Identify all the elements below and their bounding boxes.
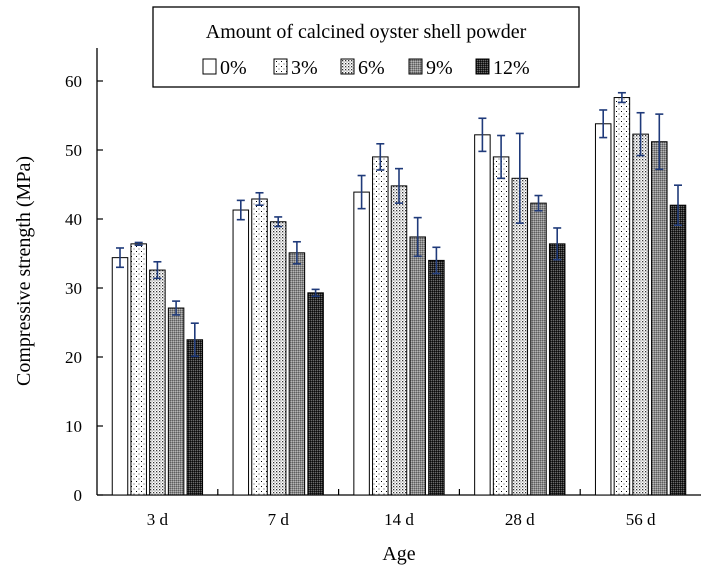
bar-series bbox=[111, 91, 687, 496]
error-bar bbox=[534, 194, 543, 212]
x-tick-label: 28 d bbox=[505, 510, 535, 529]
legend-label: 12% bbox=[493, 57, 530, 79]
x-tick-label: 3 d bbox=[147, 510, 169, 529]
error-bar bbox=[432, 246, 441, 275]
bar bbox=[251, 198, 268, 496]
bar bbox=[167, 307, 185, 496]
error-bar bbox=[478, 117, 487, 153]
error-bar bbox=[134, 241, 143, 247]
bar bbox=[474, 134, 491, 496]
x-tick-label: 56 d bbox=[626, 510, 656, 529]
x-tick-label: 14 d bbox=[384, 510, 414, 529]
error-bar bbox=[311, 288, 320, 298]
bar bbox=[530, 202, 547, 496]
error-bar bbox=[599, 109, 608, 139]
y-axis-title: Compressive strength (MPa) bbox=[13, 156, 35, 386]
legend-label: 0% bbox=[220, 57, 247, 79]
error-bar bbox=[395, 167, 403, 204]
bar bbox=[130, 243, 147, 496]
y-tick-label: 30 bbox=[65, 279, 82, 298]
legend-label: 9% bbox=[426, 57, 453, 79]
legend: Amount of calcined oyster shell powder 0… bbox=[152, 6, 580, 88]
bar bbox=[548, 243, 566, 496]
bar bbox=[409, 236, 426, 496]
error-bar bbox=[153, 260, 162, 280]
bar bbox=[651, 141, 668, 496]
error-bar bbox=[674, 184, 682, 227]
bar bbox=[669, 204, 687, 496]
error-bar bbox=[172, 300, 181, 316]
error-bar bbox=[236, 199, 245, 221]
error-bar bbox=[357, 174, 366, 210]
bar bbox=[428, 259, 445, 496]
y-tick-label: 40 bbox=[65, 210, 82, 229]
bar bbox=[186, 339, 204, 496]
legend-title: Amount of calcined oyster shell powder bbox=[206, 21, 527, 43]
error-bar bbox=[190, 322, 199, 358]
error-bar bbox=[636, 111, 645, 157]
bar bbox=[372, 156, 389, 496]
bar bbox=[288, 252, 306, 496]
legend-swatch bbox=[273, 58, 288, 75]
bar bbox=[594, 123, 612, 496]
error-bar bbox=[497, 134, 506, 180]
legend-items: 0% 3% 6% 9% 12% bbox=[202, 57, 530, 79]
error-bar bbox=[655, 113, 664, 171]
x-axis-title: Age bbox=[382, 543, 415, 565]
error-bar bbox=[376, 142, 385, 171]
bar bbox=[511, 177, 529, 496]
legend-swatch bbox=[408, 58, 423, 75]
x-axis-ticks: 3 d 7 d 14 d 28 d 56 d bbox=[147, 489, 656, 529]
y-tick-label: 20 bbox=[65, 348, 82, 367]
error-bar bbox=[274, 216, 283, 228]
y-axis-ticks: 0 10 20 30 40 50 60 bbox=[65, 72, 103, 505]
legend-swatch bbox=[475, 58, 490, 75]
bar bbox=[390, 185, 408, 496]
bar bbox=[632, 133, 649, 496]
bar bbox=[492, 156, 510, 496]
error-bar bbox=[292, 240, 301, 265]
y-tick-label: 60 bbox=[65, 72, 82, 91]
bar bbox=[613, 97, 631, 496]
bar bbox=[353, 191, 370, 496]
legend-label: 3% bbox=[291, 57, 318, 79]
error-bar bbox=[553, 227, 562, 261]
bar bbox=[111, 257, 129, 496]
error-bar bbox=[617, 91, 626, 104]
bar bbox=[307, 292, 324, 496]
x-tick-label: 7 d bbox=[268, 510, 290, 529]
legend-label: 6% bbox=[358, 57, 385, 79]
legend-swatch bbox=[340, 58, 355, 75]
error-bar bbox=[515, 132, 524, 224]
error-bar bbox=[255, 191, 264, 206]
legend-swatch bbox=[202, 58, 217, 75]
y-tick-label: 50 bbox=[65, 141, 82, 160]
y-tick-label: 10 bbox=[65, 417, 82, 436]
error-bar bbox=[116, 247, 124, 269]
bar bbox=[232, 209, 250, 496]
legend-box bbox=[152, 6, 580, 88]
bar bbox=[149, 269, 166, 496]
error-bar bbox=[413, 216, 422, 258]
y-tick-label: 0 bbox=[74, 486, 83, 505]
bar bbox=[269, 221, 287, 496]
